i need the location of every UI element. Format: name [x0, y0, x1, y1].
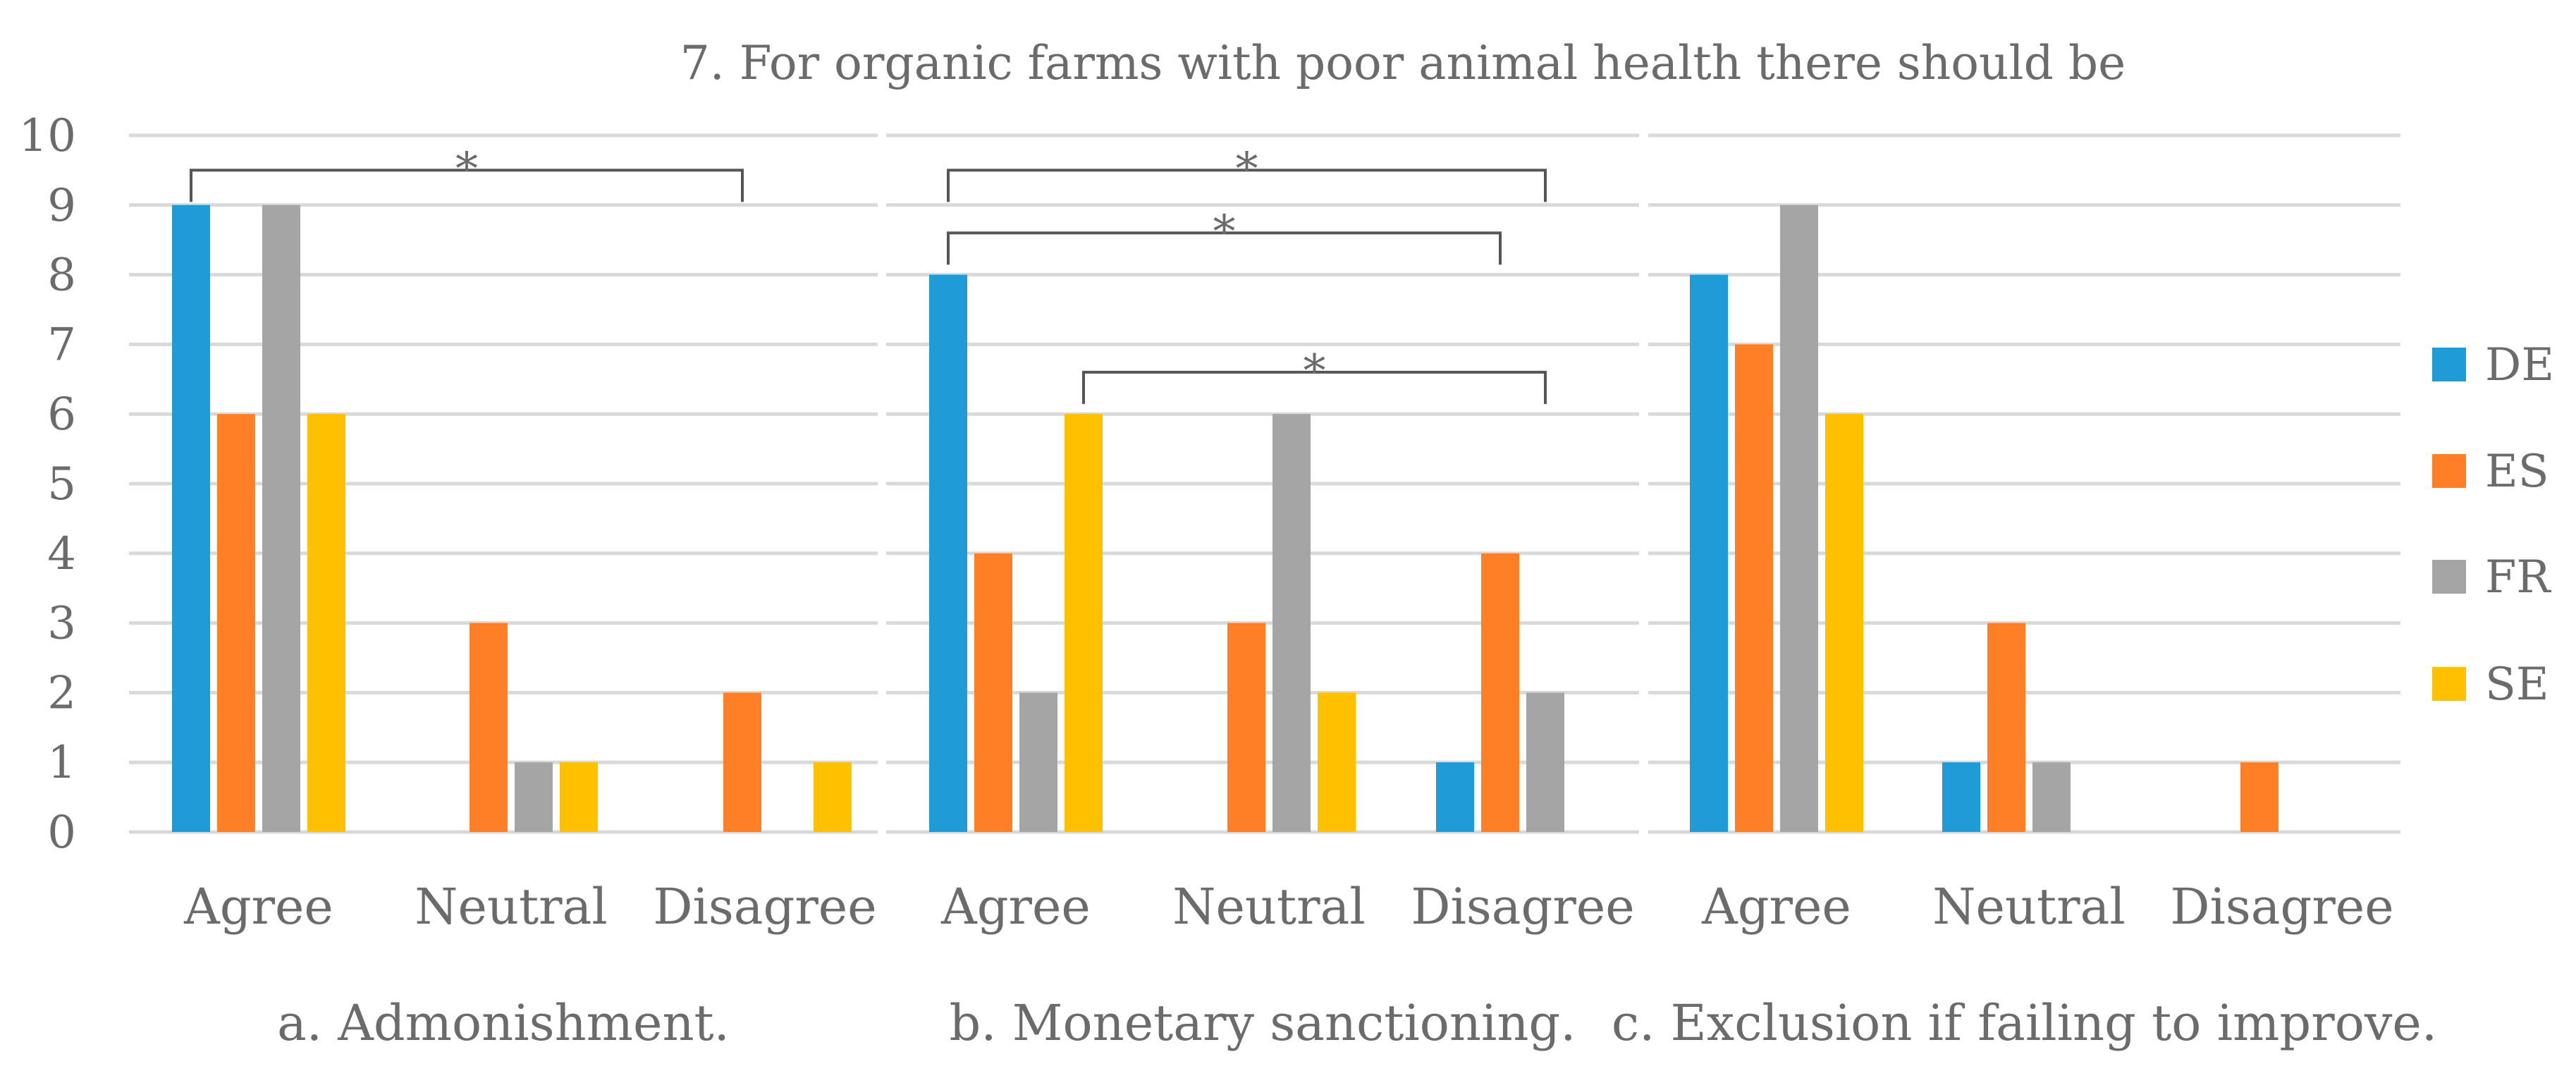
legend-label: ES — [2485, 446, 2549, 498]
legend-item-se: SE — [2432, 659, 2549, 711]
x-tick-label: Disagree — [1411, 878, 1634, 936]
bar-es-neutral — [1987, 623, 2025, 832]
x-tick-label: Neutral — [1932, 878, 2125, 936]
bar-es-agree — [974, 553, 1012, 832]
bar-es-disagree — [1481, 553, 1519, 832]
panel-label: b. Monetary sanctioning. — [950, 994, 1576, 1052]
y-tick-label: 2 — [47, 667, 76, 719]
legend: DE ES FR SE — [2432, 339, 2554, 711]
y-tick-label: 0 — [47, 807, 76, 859]
bar-fr-neutral — [515, 762, 553, 832]
legend-label: DE — [2485, 339, 2554, 391]
x-tick-label: Disagree — [2170, 878, 2393, 936]
significance-bracket — [947, 231, 1502, 265]
legend-label: FR — [2485, 551, 2551, 604]
y-tick-label: 3 — [47, 598, 76, 650]
bar-es-disagree — [723, 692, 761, 832]
panel-2: Agree Neutral Disagree b. Monetary sanction… — [886, 133, 1639, 1052]
significance-star: * — [455, 143, 478, 195]
y-tick-label: 4 — [47, 528, 76, 580]
legend-swatch — [2432, 560, 2466, 594]
x-tick-label: Agree — [183, 878, 333, 936]
x-tick-label: Disagree — [653, 878, 876, 936]
legend-swatch — [2432, 454, 2466, 488]
x-tick-label: Neutral — [1172, 878, 1365, 936]
x-tick-label: Neutral — [415, 878, 607, 936]
bar-de-neutral — [1942, 762, 1980, 832]
bar-es-agree — [217, 414, 255, 832]
bar-es-agree — [1735, 344, 1773, 832]
bar-fr-neutral — [2032, 762, 2071, 832]
y-tick-label: 8 — [47, 250, 76, 302]
y-axis: 0 1 2 3 4 5 6 7 8 9 10 — [19, 110, 76, 859]
bar-fr-neutral — [1272, 414, 1311, 832]
panel-label: a. Admonishment. — [277, 994, 730, 1052]
significance-star: * — [1213, 206, 1236, 258]
bar-se-disagree — [814, 762, 852, 832]
bar-fr-agree — [262, 204, 300, 832]
legend-swatch — [2432, 348, 2466, 381]
legend-label: SE — [2485, 659, 2549, 711]
bar-se-neutral — [560, 762, 598, 832]
bar-se-agree — [307, 414, 345, 832]
panel-label: c. Exclusion if failing to improve. — [1612, 994, 2437, 1052]
panel-3: Agree Neutral Disagree c. Exclusion if fail… — [1612, 133, 2437, 1052]
bar-fr-agree — [1780, 204, 1818, 832]
y-tick-label: 9 — [47, 180, 76, 232]
bar-fr-disagree — [1526, 692, 1564, 832]
panel-1: Agree Neutral Disagree a. Admonishment. * — [129, 133, 878, 1052]
significance-bracket — [190, 169, 744, 202]
bar-de-agree — [929, 274, 967, 833]
bar-es-disagree — [2240, 762, 2278, 832]
significance-bracket — [947, 169, 1547, 202]
chart-title: 7. For organic farms with poor animal he… — [680, 36, 2126, 90]
legend-item-es: ES — [2432, 446, 2549, 498]
legend-swatch — [2432, 667, 2466, 701]
significance-bracket — [1082, 370, 1547, 404]
bar-es-neutral — [1227, 623, 1265, 832]
bar-de-disagree — [1436, 762, 1474, 832]
legend-item-de: DE — [2432, 339, 2554, 391]
bar-de-agree — [1690, 274, 1728, 833]
bar-fr-agree — [1019, 692, 1057, 832]
significance-star: * — [1236, 143, 1258, 195]
y-tick-label: 5 — [47, 458, 76, 510]
significance-star: * — [1304, 345, 1326, 398]
legend-item-fr: FR — [2432, 551, 2551, 604]
bar-se-agree — [1065, 414, 1103, 832]
bar-de-agree — [172, 204, 210, 832]
x-tick-label: Agree — [940, 878, 1091, 936]
y-tick-label: 1 — [47, 737, 76, 789]
y-tick-label: 7 — [47, 319, 76, 371]
x-tick-label: Agree — [1701, 878, 1851, 936]
bar-se-neutral — [1318, 692, 1356, 832]
bar-es-neutral — [470, 623, 508, 832]
bar-se-agree — [1825, 414, 1863, 832]
y-tick-label: 6 — [47, 388, 76, 441]
y-tick-label: 10 — [19, 110, 76, 162]
